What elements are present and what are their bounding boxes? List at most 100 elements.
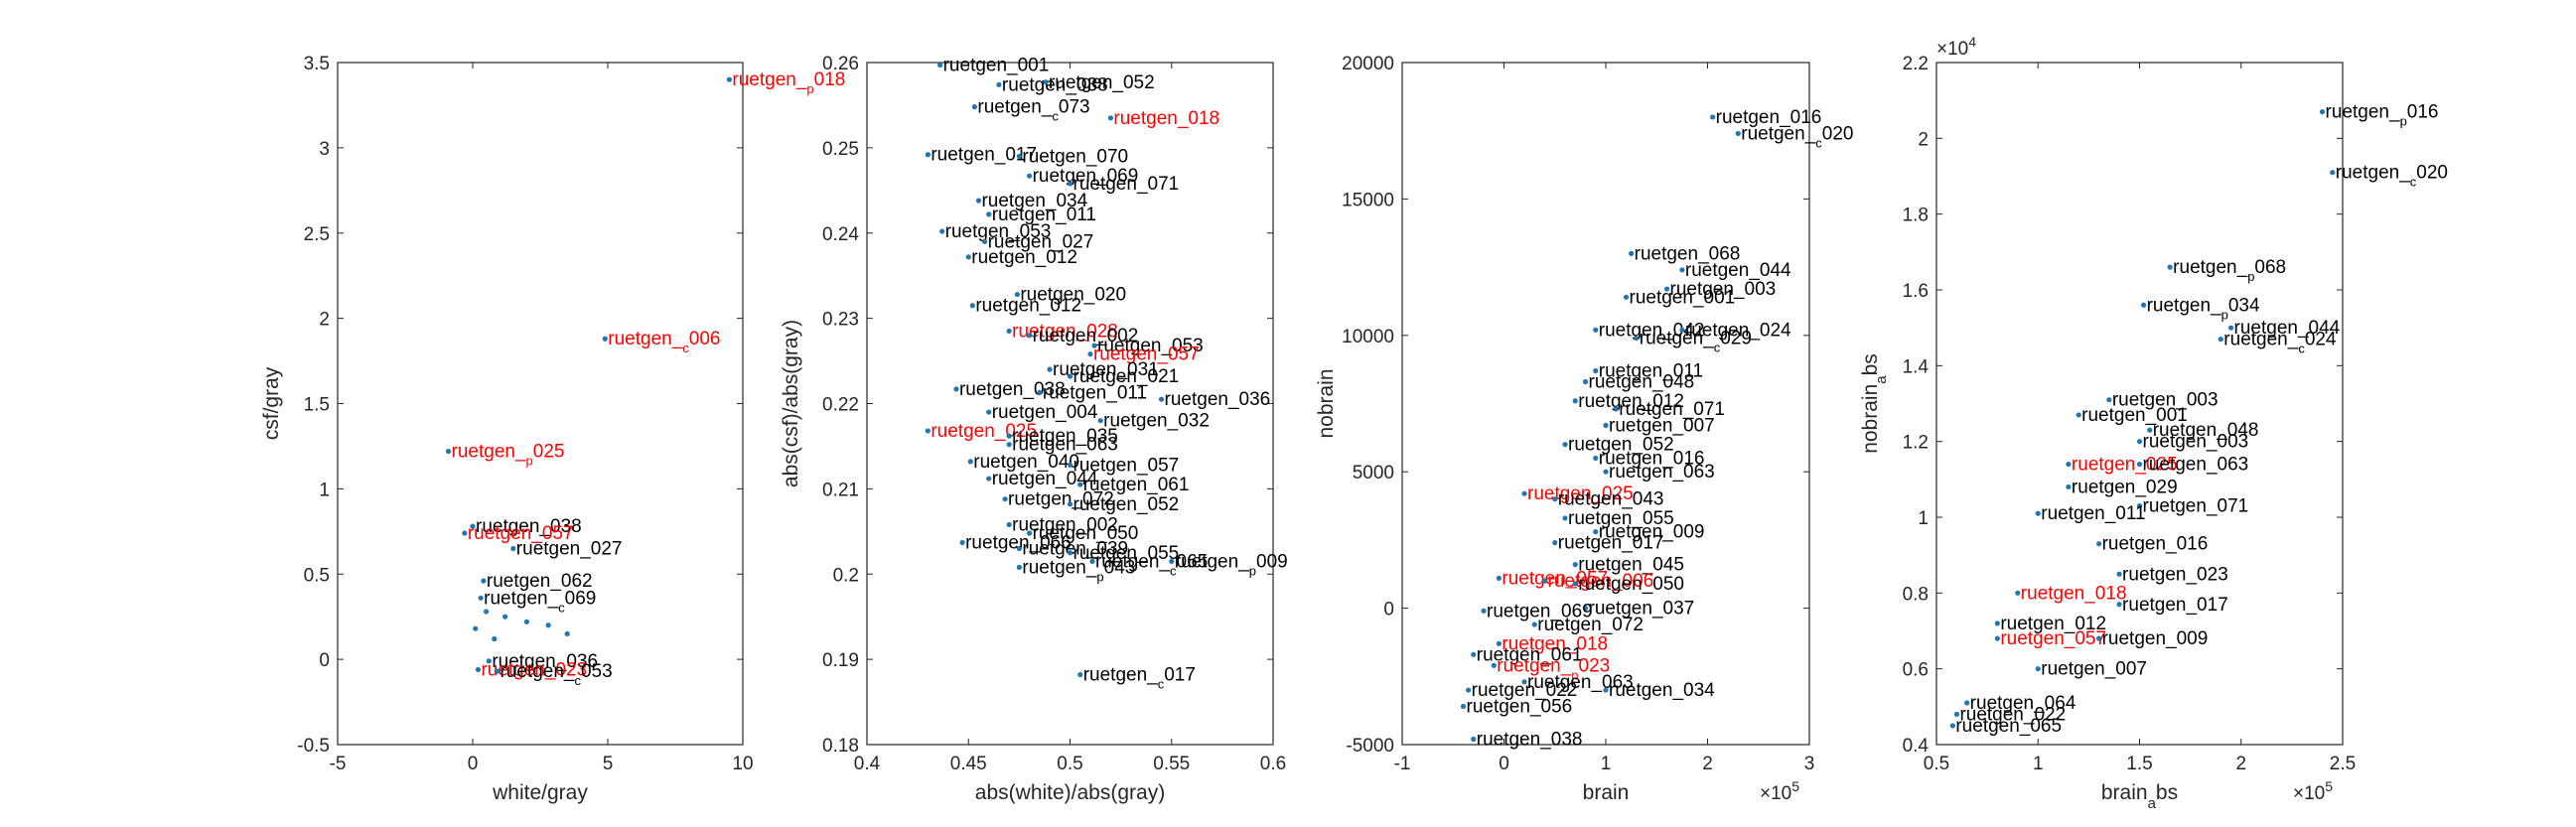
data-point-label: ruetgen_p068 bbox=[2173, 257, 2286, 284]
data-point bbox=[1016, 153, 1022, 160]
data-point-label: ruetgen_007 bbox=[2041, 659, 2147, 680]
data-point-label: ruetgen_044 bbox=[1685, 260, 1791, 281]
y-tick-label: 1 bbox=[319, 480, 330, 500]
data-point bbox=[1552, 540, 1558, 546]
data-point bbox=[1593, 529, 1599, 535]
data-point bbox=[1582, 606, 1589, 612]
data-point bbox=[1491, 662, 1497, 668]
data-point bbox=[492, 635, 498, 642]
data-point-label: ruetgen_003 bbox=[1670, 279, 1777, 300]
y-axis-label: abs(csf)/abs(gray) bbox=[780, 320, 802, 487]
data-point-label: ruetgen_069 bbox=[1487, 601, 1593, 621]
y-tick-label: 2 bbox=[319, 310, 330, 331]
data-point bbox=[481, 578, 487, 584]
y-tick-label: 1.8 bbox=[1903, 206, 1929, 226]
y-tick-label: -0.5 bbox=[297, 736, 330, 757]
y-tick-label: 1.4 bbox=[1903, 356, 1930, 377]
data-point-label: ruetgen_038 bbox=[1002, 74, 1108, 95]
data-point-label: ruetgen_072 bbox=[1008, 489, 1114, 510]
data-point bbox=[965, 254, 971, 260]
data-point bbox=[478, 595, 484, 601]
data-point-label: ruetgen_057 bbox=[468, 523, 574, 544]
data-point-label: ruetgen_043 bbox=[1558, 489, 1664, 510]
data-point-label: ruetgen_018 bbox=[2021, 583, 2127, 604]
data-point bbox=[2066, 461, 2072, 468]
data-point-label: ruetgen_c069 bbox=[484, 588, 596, 615]
data-point bbox=[959, 539, 965, 546]
data-point-label: ruetgen_c020 bbox=[2336, 163, 2448, 190]
data-point bbox=[1067, 550, 1073, 556]
data-point bbox=[2218, 337, 2223, 343]
data-point bbox=[1531, 621, 1537, 627]
x-tick-label: 1 bbox=[2033, 754, 2044, 774]
data-point bbox=[937, 62, 943, 69]
data-point-label: ruetgen_021 bbox=[1073, 366, 1180, 387]
data-point bbox=[2227, 325, 2234, 331]
data-point-label: ruetgen_003 bbox=[2143, 432, 2249, 453]
data-point bbox=[1466, 687, 1472, 693]
data-point-label: ruetgen_012 bbox=[1578, 391, 1684, 412]
y-tick-label: 2.5 bbox=[304, 224, 330, 245]
data-point-label: ruetgen_068 bbox=[1635, 243, 1741, 264]
data-point-label: ruetgen_011 bbox=[1599, 361, 1703, 382]
data-point bbox=[1496, 575, 1502, 581]
y-tick-label: 0.4 bbox=[1903, 736, 1930, 757]
data-point-label: ruetgen_016 bbox=[1716, 107, 1822, 128]
data-point bbox=[1067, 373, 1073, 379]
data-point-label: ruetgen_057 bbox=[1093, 345, 1200, 365]
data-point bbox=[1953, 711, 1960, 718]
y-tick-label: 0.8 bbox=[1903, 584, 1929, 605]
data-point-label: ruetgen_062 bbox=[487, 571, 593, 592]
x-tick-label: -1 bbox=[1394, 754, 1411, 774]
data-point bbox=[2140, 302, 2147, 308]
data-point-label: ruetgen_001 bbox=[1630, 287, 1736, 308]
x-tick-label: -5 bbox=[330, 754, 347, 774]
data-point bbox=[1603, 469, 1609, 475]
data-point bbox=[1107, 115, 1113, 121]
data-point bbox=[2096, 635, 2102, 641]
data-point-label: ruetgen_036 bbox=[1165, 389, 1271, 410]
y-tick-label: 20000 bbox=[1342, 54, 1394, 74]
data-point-label: ruetgen_069 bbox=[1033, 166, 1139, 187]
data-point bbox=[1006, 521, 1012, 528]
data-point bbox=[967, 459, 973, 465]
data-point bbox=[1710, 114, 1716, 120]
data-point bbox=[445, 448, 452, 455]
data-point-label: ruetgen_018 bbox=[1113, 108, 1219, 129]
data-point-label: ruetgen_057 bbox=[1073, 455, 1180, 476]
data-point-label: ruetgen_053 bbox=[945, 221, 1052, 242]
data-point-label: ruetgen_c006 bbox=[608, 329, 720, 355]
data-point bbox=[475, 666, 482, 673]
data-point-label: ruetgen_038 bbox=[476, 516, 582, 537]
x-tick-label: 3 bbox=[1804, 754, 1815, 774]
data-point bbox=[1603, 422, 1609, 429]
data-point bbox=[1572, 398, 1578, 404]
data-point bbox=[996, 81, 1002, 87]
x-tick-label: 0.5 bbox=[1057, 754, 1082, 774]
data-point-label: ruetgen_016 bbox=[2102, 534, 2209, 555]
data-point bbox=[1994, 635, 2000, 641]
data-point-label: ruetgen_066 bbox=[965, 532, 1072, 553]
data-point bbox=[986, 211, 992, 217]
data-point-label: ruetgen_063 bbox=[1012, 435, 1118, 456]
data-point-label: ruetgen_064 bbox=[1970, 693, 2076, 714]
x-tick-label: 2 bbox=[2235, 754, 2246, 774]
data-point bbox=[1593, 455, 1599, 462]
data-point-label: ruetgen_072 bbox=[1537, 615, 1644, 635]
data-point bbox=[1572, 581, 1578, 587]
data-point-label: ruetgen_042 bbox=[1599, 320, 1705, 341]
data-point-label: ruetgen_052 bbox=[1049, 72, 1155, 93]
data-point bbox=[1541, 578, 1548, 584]
data-point-label: ruetgen_071 bbox=[1073, 174, 1180, 195]
data-point-label: ruetgen_p018 bbox=[732, 69, 845, 96]
data-point-label: ruetgen_071 bbox=[1619, 399, 1725, 420]
data-point bbox=[545, 622, 551, 628]
data-point bbox=[1603, 687, 1609, 693]
data-point-label: ruetgen_c024 bbox=[2223, 330, 2337, 356]
data-point bbox=[1016, 545, 1022, 552]
data-point bbox=[1471, 736, 1477, 743]
y-tick-label: -5000 bbox=[1346, 736, 1394, 757]
data-point-label: ruetgen_012 bbox=[971, 247, 1077, 268]
y-tick-label: 10000 bbox=[1342, 327, 1394, 347]
scatter-panel-3: -1 0 1 2 3 -5000 0 5000 10000 15000 20000 brain nobr… bbox=[1315, 54, 1853, 804]
